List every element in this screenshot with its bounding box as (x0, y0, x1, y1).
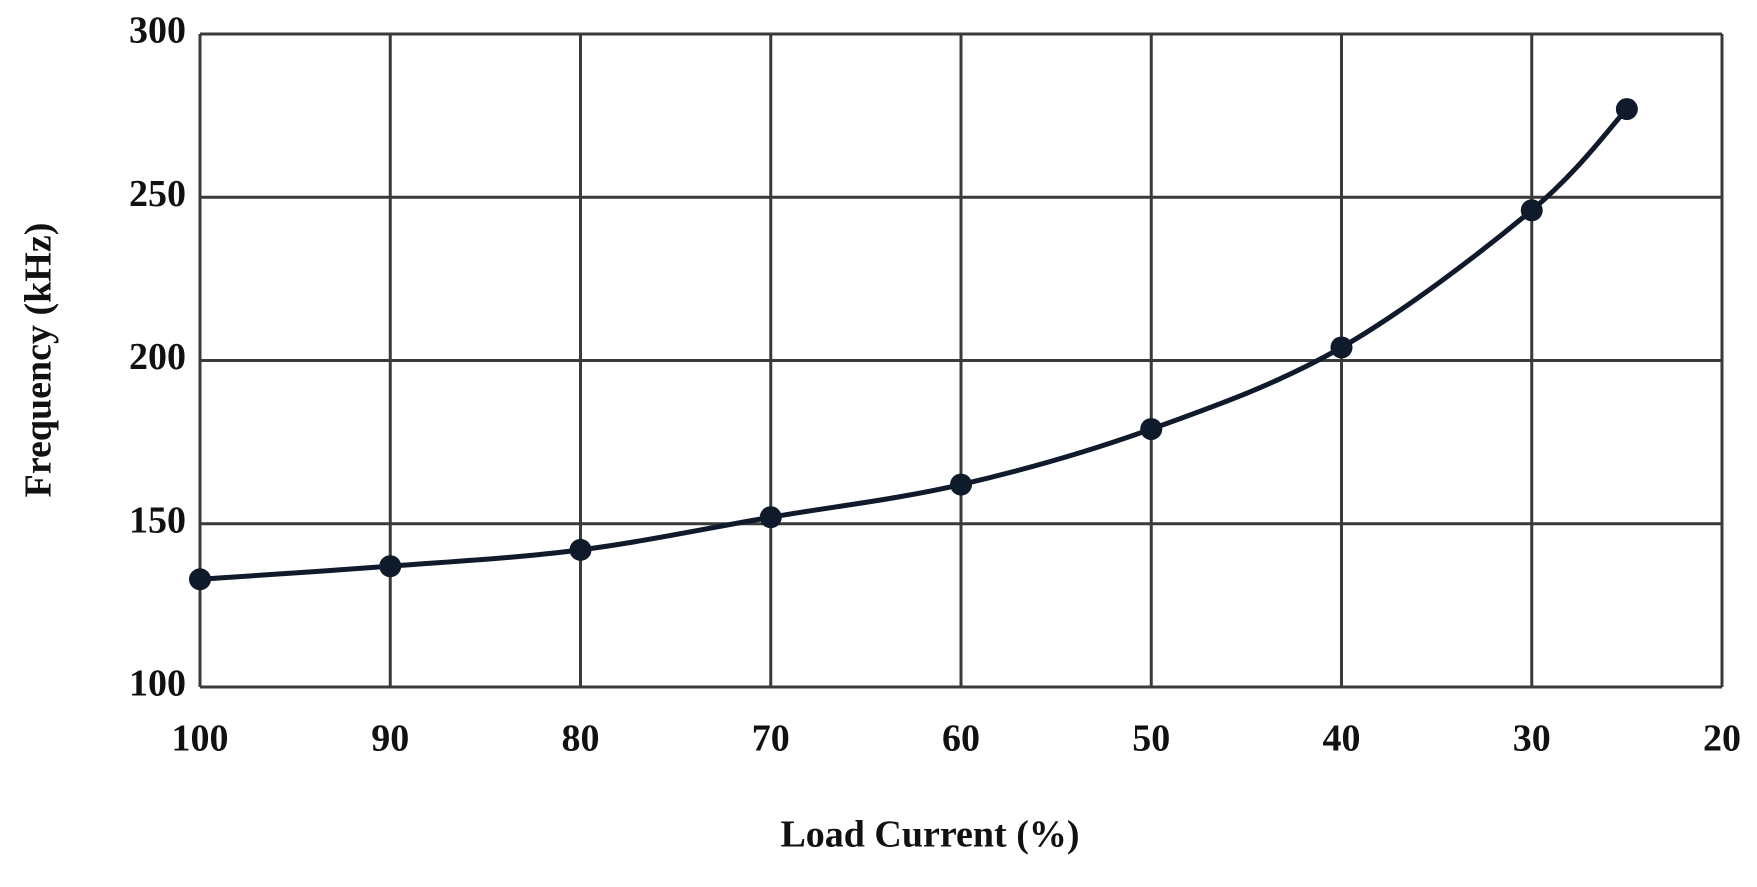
data-point (379, 555, 402, 578)
x-tick-label: 70 (752, 718, 790, 760)
data-point (1615, 98, 1638, 121)
data-point (759, 506, 782, 529)
x-tick-label: 100 (172, 718, 229, 760)
y-tick-label: 200 (129, 336, 186, 378)
y-tick-label: 300 (129, 10, 186, 52)
data-point (1330, 336, 1353, 359)
y-tick-label: 100 (129, 663, 186, 705)
data-point (1140, 418, 1163, 441)
x-tick-label: 40 (1323, 718, 1361, 760)
data-point (950, 473, 972, 496)
x-tick-label: 30 (1513, 718, 1551, 760)
x-tick-label: 50 (1132, 718, 1170, 760)
x-tick-label: 20 (1703, 718, 1741, 760)
y-tick-label: 150 (129, 499, 186, 541)
x-tick-label: 80 (562, 718, 600, 760)
data-point (189, 568, 211, 591)
x-tick-label: 90 (371, 718, 409, 760)
data-point (1520, 199, 1543, 222)
x-tick-label: 60 (942, 718, 980, 760)
y-axis-label: Frequency (kHz) (18, 223, 60, 498)
y-tick-label: 250 (129, 173, 186, 215)
data-point (569, 538, 592, 561)
x-axis-label: Load Current (%) (780, 814, 1079, 856)
data-line (199, 107, 1629, 582)
